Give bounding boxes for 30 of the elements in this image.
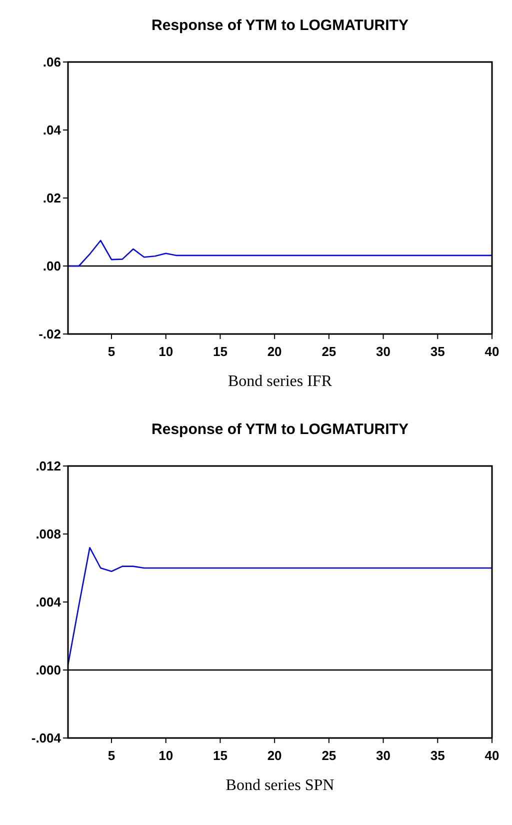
- x-tick-label: 15: [212, 748, 228, 763]
- y-tick-label: .02: [42, 190, 61, 206]
- x-tick-label: 25: [322, 344, 336, 359]
- y-tick-label: .04: [42, 122, 62, 138]
- x-tick-label: 30: [376, 344, 391, 359]
- x-tick-label: 25: [322, 748, 336, 763]
- x-tick-label: 5: [108, 344, 116, 359]
- x-tick-label: 30: [376, 748, 391, 763]
- x-tick-label: 10: [158, 344, 174, 359]
- x-tick-label: 40: [484, 748, 500, 763]
- x-tick-label: 35: [430, 748, 445, 763]
- y-tick-label: -.004: [31, 730, 62, 746]
- x-tick-label: 5: [108, 748, 116, 763]
- y-tick-label: .012: [36, 458, 61, 474]
- y-tick-label: .06: [42, 54, 61, 70]
- x-tick-label: 20: [267, 748, 282, 763]
- chart-title: Response of YTM to LOGMATURITY: [152, 17, 408, 34]
- x-axis-title: Bond series IFR: [228, 373, 332, 390]
- x-tick-label: 35: [430, 344, 445, 359]
- y-tick-label: .008: [36, 526, 61, 542]
- chart-title: Response of YTM to LOGMATURITY: [152, 421, 408, 438]
- x-tick-label: 10: [158, 748, 174, 763]
- x-tick-label: 40: [484, 344, 500, 359]
- x-tick-label: 15: [212, 344, 228, 359]
- y-tick-label: -.02: [38, 326, 61, 342]
- y-tick-label: .000: [36, 662, 61, 678]
- y-tick-label: .00: [42, 258, 61, 274]
- x-tick-label: 20: [267, 344, 282, 359]
- x-axis-title: Bond series SPN: [226, 777, 335, 794]
- y-tick-label: .004: [36, 594, 62, 610]
